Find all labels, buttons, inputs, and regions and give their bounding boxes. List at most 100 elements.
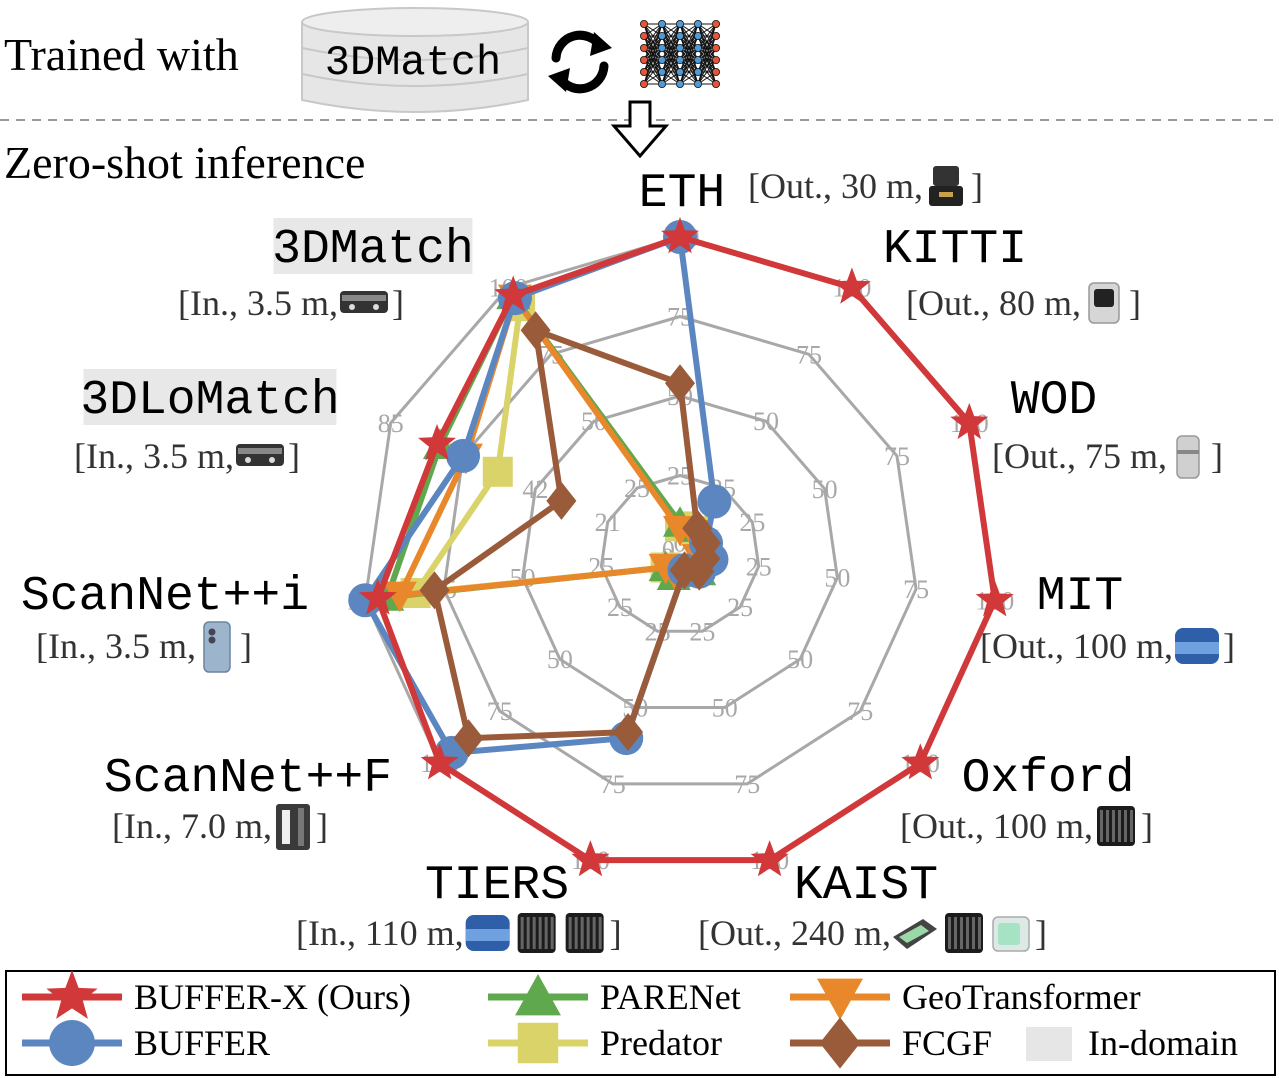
ring-label: 75 bbox=[487, 697, 513, 726]
axis-info-suffix: ] bbox=[1223, 626, 1235, 666]
lidar-slim-icon bbox=[1176, 435, 1200, 479]
lidar-aeva-icon bbox=[992, 916, 1030, 952]
axis-info: [In., 110 m, bbox=[296, 913, 464, 953]
axis-label-wod: WOD [Out., 75 m, ] bbox=[992, 374, 1223, 479]
data-point bbox=[950, 402, 989, 440]
axis-label-scannet-f: ScanNet++F[In., 7.0 m, ] bbox=[104, 752, 392, 850]
ring-label: 50 bbox=[824, 564, 850, 593]
ring-label: 50 bbox=[510, 564, 536, 593]
axis-label-kitti: KITTI [Out., 80 m, ] bbox=[883, 223, 1141, 324]
data-point bbox=[482, 456, 513, 487]
sync-icon bbox=[548, 30, 612, 94]
data-point bbox=[420, 743, 459, 780]
inference-label: Zero-shot inference bbox=[4, 137, 365, 188]
legend-label: In-domain bbox=[1088, 1023, 1238, 1063]
data-point bbox=[446, 438, 481, 473]
axis-label-oxford: Oxford[Out., 100 m, ] bbox=[900, 752, 1153, 846]
in-domain-highlight bbox=[83, 369, 337, 425]
data-point bbox=[613, 712, 644, 751]
axis-name: KAIST bbox=[794, 859, 938, 913]
axis-label-3dmatch: 3DMatch [In., 3.5 m, ] bbox=[178, 218, 474, 323]
legend-item-geotransformer: GeoTransformer bbox=[790, 977, 1141, 1020]
axis-info: [In., 3.5 m, bbox=[178, 283, 338, 323]
data-point bbox=[358, 578, 397, 615]
ring-label: 25 bbox=[607, 593, 633, 622]
lidar-ouster-icon bbox=[1097, 806, 1135, 846]
axis-label-kaist: KAIST[Out., 240 m, ] bbox=[698, 859, 1047, 953]
legend-item-fcgf: FCGF bbox=[790, 1017, 992, 1069]
data-point bbox=[661, 217, 699, 254]
data-point bbox=[750, 840, 789, 877]
data-point bbox=[453, 719, 484, 758]
legend-label: FCGF bbox=[902, 1023, 992, 1063]
data-point bbox=[697, 484, 732, 519]
lidar-livox-icon bbox=[893, 919, 937, 949]
ring-label: 50 bbox=[812, 475, 838, 504]
ring-label: 50 bbox=[547, 645, 573, 674]
lidar-ouster-icon bbox=[945, 913, 983, 953]
axis-label-scannet-i: ScanNet++i[In., 3.5 m, ] bbox=[21, 570, 309, 673]
ring-label: 75 bbox=[884, 442, 910, 471]
axis-name: TIERS bbox=[425, 859, 569, 913]
series-buffer-x-ours bbox=[358, 217, 1014, 877]
ring-label: 75 bbox=[847, 697, 873, 726]
axis-info: [Out., 100 m, bbox=[900, 806, 1093, 846]
axis-info-suffix: ] bbox=[1141, 806, 1153, 846]
ring-label: 75 bbox=[600, 770, 626, 799]
ring-label: 50 bbox=[712, 694, 738, 723]
faro-scanner-icon bbox=[275, 804, 310, 850]
axis-name: ETH bbox=[639, 167, 725, 221]
lidar-cylinder-icon bbox=[1088, 282, 1120, 324]
data-point bbox=[975, 580, 1014, 617]
axis-name: KITTI bbox=[883, 223, 1027, 277]
legend-item-buffer-x-ours: BUFFER-X (Ours) bbox=[22, 969, 411, 1019]
ring-label: 50 bbox=[753, 407, 779, 436]
rgbd-camera-icon bbox=[339, 291, 388, 313]
lidar-ouster-icon bbox=[517, 913, 556, 953]
axis-name: 3DLoMatch bbox=[80, 374, 339, 428]
ring-label: 75 bbox=[903, 575, 929, 604]
axis-info-suffix: ] bbox=[1129, 283, 1141, 323]
grid-ring-25 bbox=[599, 473, 761, 633]
axis-name: 3DMatch bbox=[272, 223, 474, 277]
axis-name: Oxford bbox=[962, 752, 1135, 806]
axis-info: [Out., 80 m, bbox=[906, 283, 1081, 323]
data-point bbox=[665, 364, 695, 403]
axis-info-suffix: ] bbox=[392, 283, 404, 323]
series-fcgf bbox=[419, 311, 722, 758]
axis-info-suffix: ] bbox=[1035, 913, 1047, 953]
axis-info: [Out., 75 m, bbox=[992, 436, 1167, 476]
axis-info-suffix: ] bbox=[240, 626, 252, 666]
legend-item-parenet: PARENet bbox=[488, 974, 741, 1017]
data-point bbox=[546, 481, 577, 520]
data-point bbox=[669, 551, 700, 590]
axis-name: ScanNet++F bbox=[104, 752, 392, 806]
data-point bbox=[419, 571, 450, 610]
ring-label: 25 bbox=[689, 617, 715, 646]
legend-label: PARENet bbox=[600, 977, 741, 1017]
lidar-puck-icon bbox=[929, 166, 963, 206]
trained-dataset: 3DMatch bbox=[325, 39, 501, 87]
axis-name: ScanNet++i bbox=[21, 570, 309, 624]
data-point bbox=[901, 743, 940, 780]
grid-ring-50 bbox=[521, 394, 839, 710]
data-point bbox=[494, 275, 533, 312]
axis-info: [Out., 100 m, bbox=[980, 626, 1173, 666]
data-point bbox=[418, 424, 456, 461]
legend-label: BUFFER bbox=[134, 1023, 270, 1063]
dataset-cylinder-icon bbox=[301, 7, 529, 113]
axis-info-suffix: ] bbox=[1211, 436, 1223, 476]
lidar-velodyne-icon bbox=[1175, 628, 1219, 664]
ring-label: 50 bbox=[787, 645, 813, 674]
axis-info-suffix: ] bbox=[971, 166, 983, 206]
ring-label: 25 bbox=[727, 593, 753, 622]
legend-item-buffer: BUFFER bbox=[22, 1020, 270, 1066]
axis-label-eth: ETH [Out., 30 m, ] bbox=[639, 166, 983, 221]
ring-label: 25 bbox=[746, 552, 772, 581]
data-point bbox=[571, 840, 610, 877]
axis-label-3dlomatch: 3DLoMatch [In., 3.5 m, ] bbox=[74, 369, 340, 476]
ring-label: 85 bbox=[378, 409, 404, 438]
neural-network-icon bbox=[640, 19, 721, 89]
ring-label: 21 bbox=[595, 508, 621, 537]
